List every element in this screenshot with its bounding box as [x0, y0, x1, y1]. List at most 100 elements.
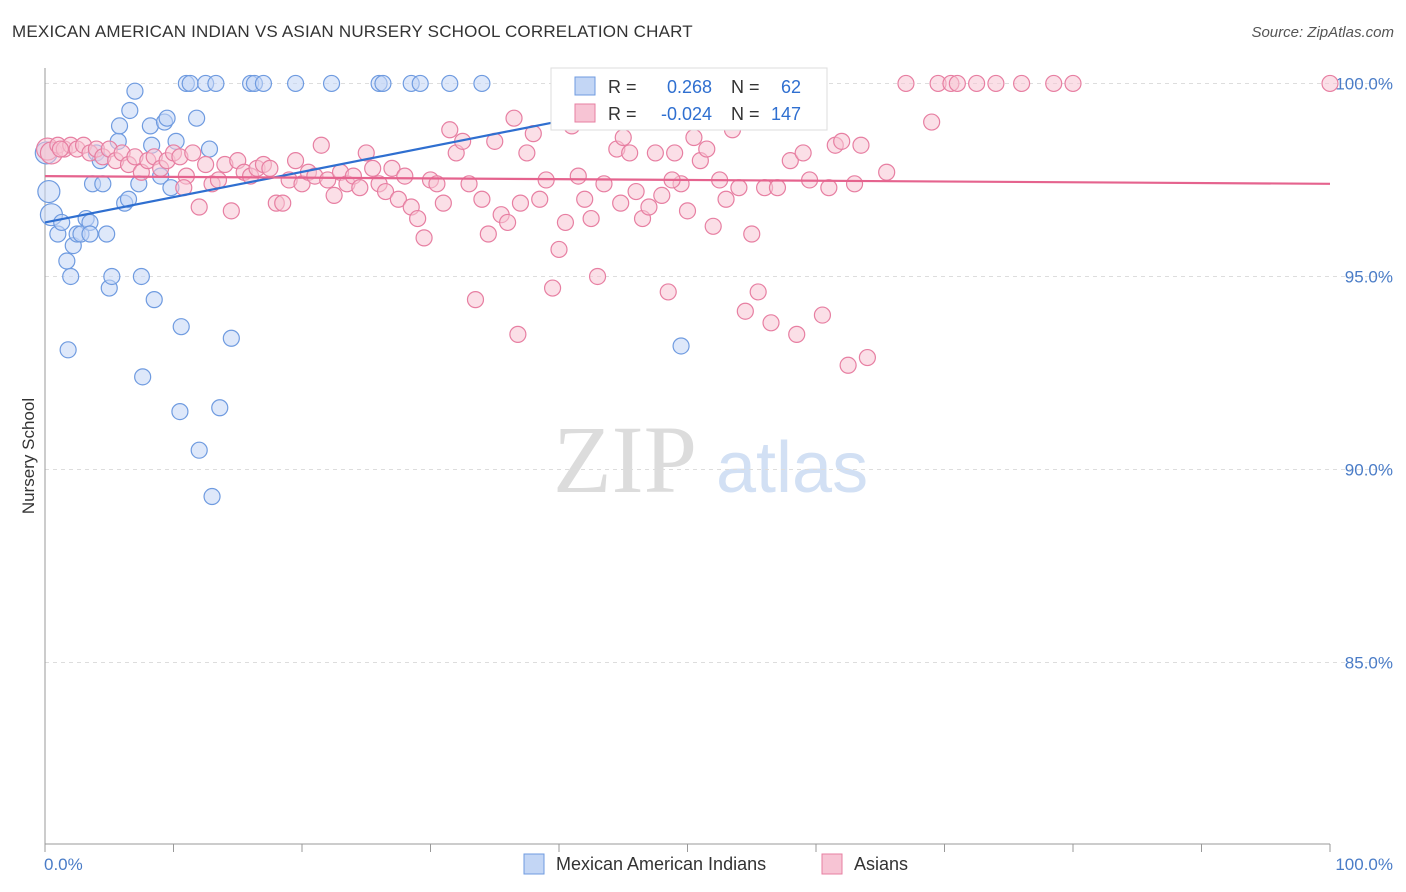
data-point	[322, 74, 341, 93]
chart-title: MEXICAN AMERICAN INDIAN VS ASIAN NURSERY…	[12, 22, 693, 41]
data-point	[852, 136, 870, 154]
data-point	[820, 179, 838, 197]
series-legend: Mexican American Indians Asians	[523, 853, 908, 875]
data-point	[319, 171, 337, 189]
data-point	[550, 240, 568, 259]
data-point	[788, 325, 806, 343]
data-point	[396, 167, 414, 185]
data-point	[878, 163, 896, 181]
data-point	[666, 144, 684, 162]
data-point	[357, 144, 375, 162]
data-point	[441, 121, 459, 139]
legend-r-label-1: R =	[608, 104, 637, 124]
data-point	[612, 194, 630, 212]
data-point	[254, 74, 273, 93]
data-point	[858, 348, 877, 367]
legend-r-value-0: 0.268	[667, 77, 712, 97]
data-point	[364, 159, 382, 177]
data-point	[704, 217, 722, 235]
data-point	[511, 194, 530, 212]
y-tick-label: 85.0%	[1345, 654, 1393, 673]
data-point	[627, 182, 645, 201]
data-point	[768, 179, 787, 197]
data-point	[376, 182, 395, 201]
data-point	[466, 291, 485, 309]
data-point	[948, 74, 966, 93]
data-point	[473, 74, 491, 93]
data-point	[261, 159, 279, 177]
data-point	[762, 314, 780, 332]
data-point	[839, 356, 857, 374]
data-point	[126, 82, 144, 100]
data-point	[389, 190, 407, 208]
data-point	[190, 441, 208, 459]
data-point	[51, 140, 70, 158]
data-point	[441, 74, 459, 93]
data-point	[614, 128, 632, 147]
data-point	[197, 155, 215, 174]
y-tick-labels: 85.0% 90.0% 95.0% 100.0%	[1335, 74, 1393, 672]
data-point	[730, 179, 748, 197]
data-point	[743, 225, 761, 243]
data-point	[698, 140, 716, 158]
data-point	[653, 186, 671, 205]
data-point	[672, 337, 690, 355]
y-tick-label: 90.0%	[1345, 461, 1393, 480]
stats-legend-box	[550, 67, 828, 131]
watermark-zip: ZIP	[553, 406, 697, 513]
data-point	[1064, 74, 1082, 93]
data-point	[203, 487, 221, 506]
data-point	[1321, 74, 1339, 93]
legend-n-label-1: N =	[731, 104, 760, 124]
data-point	[640, 198, 658, 216]
y-axis-label: Nursery School	[19, 398, 38, 514]
data-point	[543, 279, 562, 297]
data-point	[588, 267, 607, 286]
legend-n-value-0: 62	[781, 77, 801, 97]
bottom-legend-swatch-mexican-american-indians	[523, 853, 545, 875]
data-point	[411, 74, 429, 93]
data-point	[1012, 74, 1031, 93]
data-point	[222, 329, 240, 347]
series-asians-points	[35, 74, 1339, 374]
data-point	[103, 267, 121, 286]
data-point	[286, 74, 305, 93]
legend-r-value-1: -0.024	[661, 104, 712, 124]
data-point	[81, 225, 99, 243]
data-point	[325, 186, 343, 205]
data-point	[119, 190, 138, 208]
data-point	[37, 179, 61, 204]
data-point	[286, 152, 305, 170]
data-point	[685, 128, 703, 147]
data-point	[383, 159, 401, 177]
data-point	[171, 403, 189, 421]
y-tick-label: 95.0%	[1345, 267, 1393, 286]
data-point	[717, 190, 735, 208]
legend-n-value-1: 147	[771, 104, 801, 124]
data-point	[576, 190, 594, 208]
data-point	[190, 198, 208, 216]
data-point	[428, 175, 446, 193]
x-axis-ticks	[44, 844, 1331, 852]
legend-swatch-asians	[574, 103, 596, 123]
data-point	[833, 132, 851, 150]
data-point	[518, 144, 536, 162]
data-point	[509, 325, 527, 343]
bottom-legend-swatch-asians	[821, 853, 843, 875]
legend-n-label-0: N =	[731, 77, 760, 97]
watermark-atlas: atlas	[716, 428, 868, 508]
x-tick-label-max: 100.0%	[1335, 855, 1393, 874]
data-point	[172, 318, 190, 336]
x-tick-label-min: 0.0%	[44, 855, 83, 874]
data-point	[121, 101, 139, 120]
data-point	[110, 117, 129, 135]
data-point	[923, 113, 941, 131]
data-point	[1045, 74, 1063, 93]
legend-swatch-mexican-american-indians	[574, 76, 596, 96]
data-point	[184, 144, 202, 162]
data-point	[209, 171, 228, 189]
data-point	[556, 213, 575, 232]
data-point	[181, 74, 199, 93]
data-point	[134, 368, 152, 386]
legend-r-label-0: R =	[608, 77, 637, 97]
